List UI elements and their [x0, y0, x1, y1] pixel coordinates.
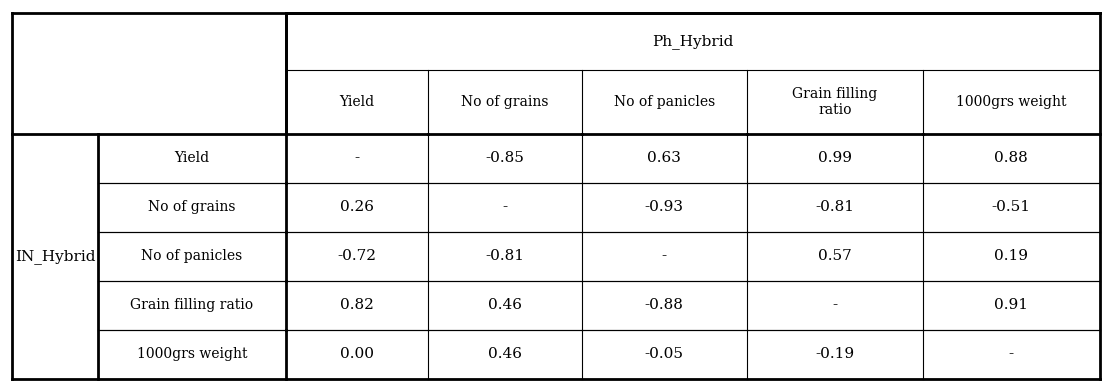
Text: IN_Hybrid: IN_Hybrid	[14, 249, 96, 264]
Text: 0.91: 0.91	[994, 298, 1029, 312]
Text: Yield: Yield	[175, 151, 209, 165]
Text: -: -	[832, 298, 837, 312]
Text: Ph_Hybrid: Ph_Hybrid	[652, 34, 733, 49]
Text: 1000grs weight: 1000grs weight	[137, 347, 247, 361]
Text: -0.05: -0.05	[645, 347, 684, 361]
Text: Grain filling ratio: Grain filling ratio	[130, 298, 254, 312]
Text: Grain filling
ratio: Grain filling ratio	[792, 87, 877, 117]
Text: 0.57: 0.57	[818, 249, 852, 263]
Text: -0.81: -0.81	[815, 200, 854, 214]
Text: 0.19: 0.19	[994, 249, 1029, 263]
Text: No of panicles: No of panicles	[141, 249, 242, 263]
Text: -0.93: -0.93	[645, 200, 684, 214]
Text: No of grains: No of grains	[461, 95, 548, 109]
Text: Yield: Yield	[339, 95, 375, 109]
Text: 1000grs weight: 1000grs weight	[956, 95, 1066, 109]
Text: -: -	[1009, 347, 1014, 361]
Text: 0.00: 0.00	[340, 347, 374, 361]
Text: -0.88: -0.88	[645, 298, 684, 312]
Text: 0.63: 0.63	[647, 151, 681, 165]
Text: -0.81: -0.81	[485, 249, 524, 263]
Text: 0.88: 0.88	[994, 151, 1029, 165]
Text: 0.46: 0.46	[488, 298, 522, 312]
Text: -0.72: -0.72	[337, 249, 376, 263]
Text: -0.19: -0.19	[815, 347, 854, 361]
Text: -: -	[355, 151, 359, 165]
Text: -: -	[503, 200, 507, 214]
Text: No of panicles: No of panicles	[614, 95, 715, 109]
Text: -0.85: -0.85	[485, 151, 524, 165]
Text: 0.46: 0.46	[488, 347, 522, 361]
Text: -0.51: -0.51	[992, 200, 1031, 214]
Text: 0.82: 0.82	[340, 298, 374, 312]
Text: -: -	[662, 249, 667, 263]
Text: No of grains: No of grains	[148, 200, 236, 214]
Text: 0.26: 0.26	[340, 200, 374, 214]
Text: 0.99: 0.99	[817, 151, 852, 165]
